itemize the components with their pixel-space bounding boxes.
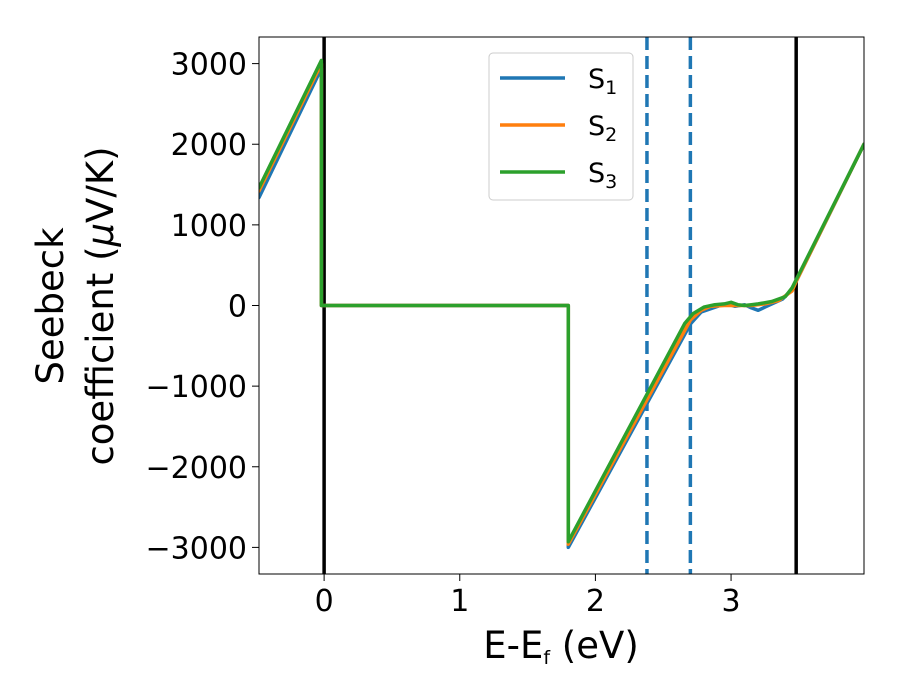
y-axis-ticks: −3000 −2000 −1000 0 1000 2000 3000	[146, 48, 259, 566]
y-tick-label: 3000	[171, 48, 247, 83]
x-tick-label: 3	[722, 584, 741, 619]
x-axis-label: E-Ef (eV)	[483, 624, 639, 669]
y-tick-label: −2000	[146, 451, 247, 486]
series-line-s3	[259, 58, 864, 544]
y-axis-label: Seebeck coefficient (μV/K)	[29, 146, 122, 465]
x-tick-label: 1	[450, 584, 469, 619]
y-axis-label-line2: coefficient (μV/K)	[79, 146, 122, 465]
x-tick-label: 2	[586, 584, 605, 619]
x-axis-ticks: 0 1 2 3	[315, 574, 741, 619]
legend-label-s3: S3	[588, 158, 617, 193]
y-axis-label-line1: Seebeck	[29, 227, 72, 385]
legend: S1 S2 S3	[488, 52, 634, 201]
legend-label-s2: S2	[588, 111, 617, 146]
y-tick-label: 2000	[171, 128, 247, 163]
y-tick-label: 0	[228, 290, 247, 325]
y-tick-label: 1000	[171, 209, 247, 244]
legend-label-s1: S1	[588, 64, 617, 99]
y-tick-label: −1000	[146, 370, 247, 405]
y-tick-label: −3000	[146, 531, 247, 566]
series-lines	[259, 58, 864, 550]
x-tick-label: 0	[315, 584, 334, 619]
